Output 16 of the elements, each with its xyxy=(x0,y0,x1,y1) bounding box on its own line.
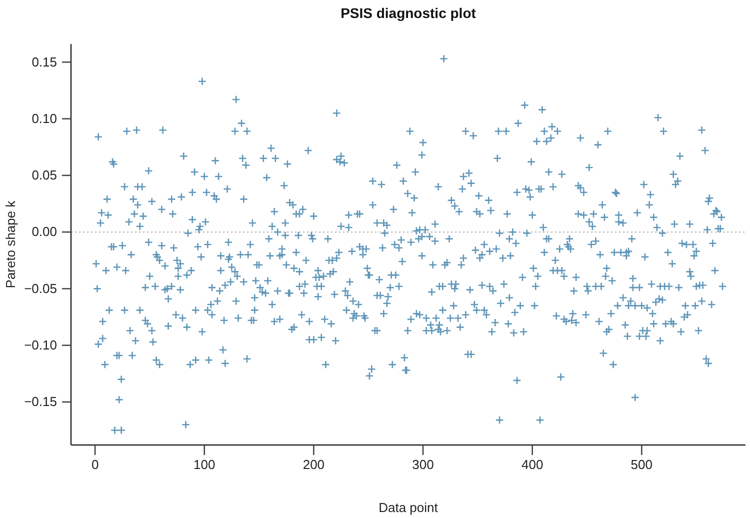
x-tick-label: 100 xyxy=(194,457,216,472)
y-tick-label: −0.15 xyxy=(24,394,57,410)
x-tick-label: 0 xyxy=(91,457,99,472)
y-tick-label: −0.05 xyxy=(24,280,57,296)
y-tick-label: 0.00 xyxy=(32,224,57,240)
y-tick-label: 0.15 xyxy=(32,54,57,70)
chart-title: PSIS diagnostic plot xyxy=(340,5,476,21)
x-tick-label: 300 xyxy=(412,457,434,472)
y-axis-title: Pareto shape k xyxy=(3,200,18,288)
y-tick-label: −0.10 xyxy=(24,337,57,352)
x-tick-label: 200 xyxy=(302,457,325,472)
y-tick-label: 0.05 xyxy=(32,168,57,183)
x-tick-label: 400 xyxy=(521,457,544,472)
x-axis-title: Data point xyxy=(378,500,438,515)
y-tick-label: 0.10 xyxy=(32,110,57,126)
x-tick-label: 500 xyxy=(630,457,652,472)
